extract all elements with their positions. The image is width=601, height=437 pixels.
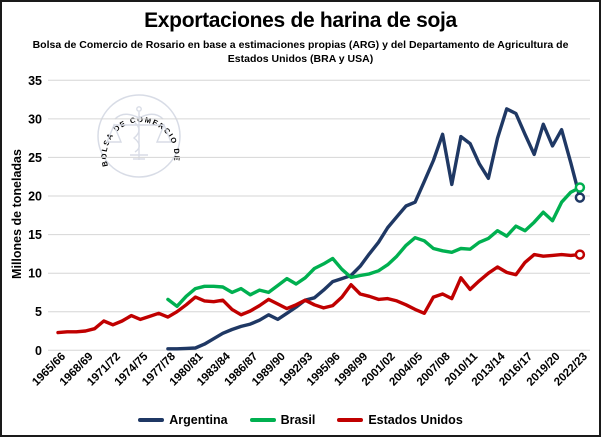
argentina-line-swatch: [138, 418, 165, 422]
series-line-estados-unidos: [56, 252, 582, 335]
estados-unidos-line-swatch: [337, 418, 364, 422]
watermark-outer-ring: [97, 94, 181, 178]
y-tick-label: 10: [28, 267, 42, 281]
y-axis-tick-labels: 0 5 10 15 20 25 30 35: [28, 74, 42, 358]
chart-subtitle: Bolsa de Comercio de Rosario en base a e…: [32, 39, 569, 65]
series-endpoint-estados-unidos: [574, 249, 586, 260]
y-axis-title: Millones de toneladas: [10, 149, 24, 279]
series-endpoint-argentina: [574, 192, 586, 203]
x-axis-tick-labels: 1965/661968/691971/721974/751977/781980/…: [30, 350, 590, 388]
y-tick-label: 20: [28, 190, 42, 204]
series-layer: [56, 107, 586, 351]
series-endpoint-brasil: [574, 182, 586, 193]
y-tick-label: 0: [35, 344, 42, 358]
legend-item-estados-unidos: Estados Unidos: [337, 413, 463, 427]
brasil-line-swatch: [249, 418, 276, 422]
y-tick-label: 15: [28, 228, 42, 242]
legend-label-argentina: Argentina: [169, 413, 228, 427]
gridlines-layer: [48, 79, 590, 351]
y-tick-label: 25: [28, 151, 42, 165]
legend-item-argentina: Argentina: [138, 413, 228, 427]
series-line-brasil: [166, 185, 582, 308]
legend-label-estados-unidos: Estados Unidos: [368, 413, 463, 427]
y-tick-label: 30: [28, 112, 42, 126]
chart-title: Exportaciones de harina de soja: [144, 9, 457, 32]
legend: Argentina Brasil Estados Unidos: [2, 413, 599, 427]
series-line-argentina: [166, 107, 582, 351]
y-tick-label: 35: [28, 74, 42, 88]
legend-item-brasil: Brasil: [249, 413, 316, 427]
scales-icon: [105, 106, 173, 160]
legend-label-brasil: Brasil: [280, 413, 316, 427]
y-tick-label: 5: [35, 305, 42, 319]
